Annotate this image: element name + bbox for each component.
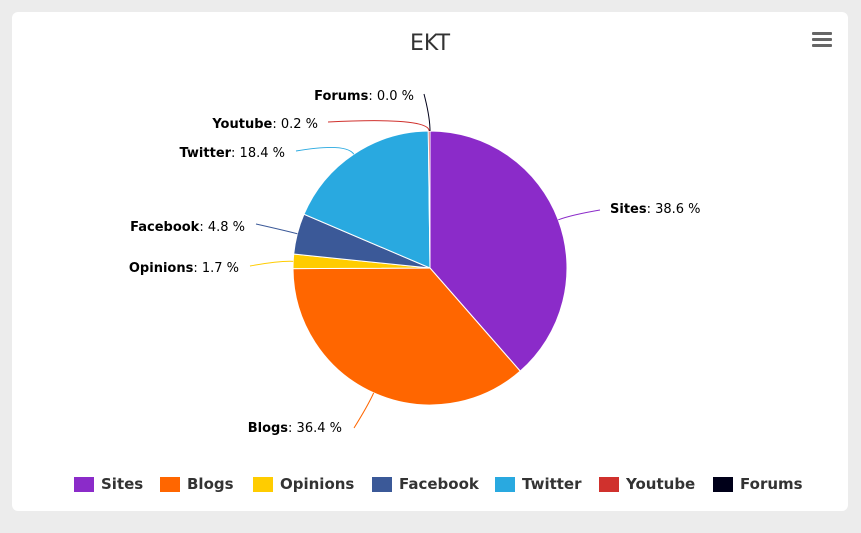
legend-label: Sites xyxy=(101,475,144,493)
hamburger-menu-icon[interactable] xyxy=(809,28,835,52)
legend-item-blogs[interactable]: Blogs xyxy=(160,473,234,495)
connector-forums xyxy=(423,93,431,132)
legend-item-twitter[interactable]: Twitter xyxy=(495,473,582,495)
slice-sites[interactable] xyxy=(429,130,568,372)
chart-legend: Sites Blogs Opinions Facebook Twitter Youtube… xyxy=(0,473,861,497)
legend-item-forums[interactable]: Forums xyxy=(713,473,803,495)
connector-blogs xyxy=(353,392,375,429)
data-label-sites: Sites: 38.6 % xyxy=(610,202,701,217)
legend-label: Opinions xyxy=(280,475,355,493)
legend-item-opinions[interactable]: Opinions xyxy=(253,473,354,495)
connector-opinions xyxy=(249,260,294,267)
data-label-forums: Forums: 0.0 % xyxy=(314,89,414,104)
slice-twitter[interactable] xyxy=(303,130,431,269)
chart-title: EKT xyxy=(409,31,451,56)
legend-label: Twitter xyxy=(522,475,582,493)
data-label-twitter: Twitter: 18.4 % xyxy=(179,146,285,161)
legend-label: Forums xyxy=(740,475,803,493)
data-label-youtube: Youtube: 0.2 % xyxy=(211,117,318,132)
data-label-facebook: Facebook: 4.8 % xyxy=(130,220,245,235)
data-label-opinions: Opinions: 1.7 % xyxy=(129,261,239,276)
menu-bar xyxy=(812,38,832,41)
legend-swatch xyxy=(253,476,273,492)
legend-swatch xyxy=(372,476,392,492)
legend-swatch xyxy=(495,476,515,492)
connector-facebook xyxy=(255,223,298,235)
connector-youtube xyxy=(327,120,430,132)
menu-bar xyxy=(812,32,832,35)
legend-item-facebook[interactable]: Facebook xyxy=(372,473,479,495)
legend-label: Youtube xyxy=(626,475,696,493)
legend-swatch xyxy=(713,476,733,492)
menu-bar xyxy=(812,44,832,47)
legend-label: Blogs xyxy=(187,475,234,493)
connector-twitter xyxy=(295,146,355,155)
legend-swatch xyxy=(599,476,619,492)
slice-blogs[interactable] xyxy=(292,267,521,406)
connector-sites xyxy=(558,209,601,221)
legend-item-sites[interactable]: Sites xyxy=(74,473,143,495)
legend-item-youtube[interactable]: Youtube xyxy=(599,473,695,495)
legend-swatch xyxy=(74,476,94,492)
legend-swatch xyxy=(160,476,180,492)
legend-label: Facebook xyxy=(399,475,479,493)
data-label-blogs: Blogs: 36.4 % xyxy=(248,421,342,436)
